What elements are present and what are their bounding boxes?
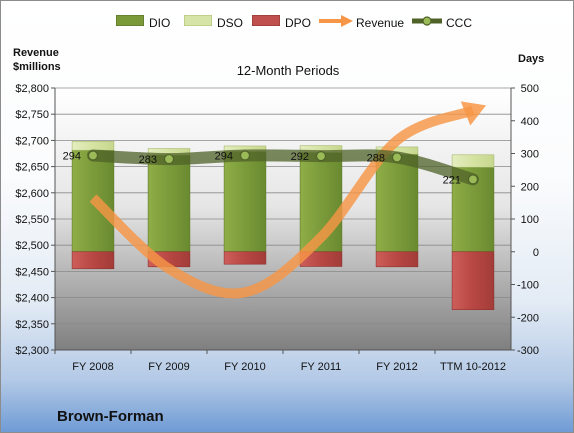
bar-dpo: [223, 251, 267, 265]
bar-dpo: [71, 251, 115, 270]
right-axis-tick-label: 200: [521, 181, 539, 193]
legend-label-dpo: DPO: [285, 16, 312, 30]
legend-swatch-dpo: [252, 15, 280, 26]
company-name: Brown-Forman: [57, 408, 164, 425]
series-line-revenue: [89, 105, 475, 299]
ccc-point: [163, 153, 175, 165]
left-axis-tick-label: $2,600: [15, 188, 49, 200]
legend-label-revenue: Revenue: [356, 16, 405, 30]
x-axis-tick-label: TTM 10-2012: [440, 361, 506, 373]
ccc-data-label: 288: [367, 152, 385, 164]
ccc-point: [87, 150, 99, 161]
left-axis-tick-label: $2,450: [15, 266, 49, 278]
ccc-point: [315, 151, 327, 162]
left-axis-tick-label: $2,800: [15, 83, 49, 95]
left-axis-tick-label: $2,700: [15, 135, 49, 147]
x-axis-tick-label: FY 2011: [301, 361, 342, 373]
left-axis-tick-label: $2,650: [15, 162, 49, 174]
right-axis-tick-label: 400: [521, 116, 539, 128]
ccc-point: [467, 174, 479, 185]
left-axis-tick-label: $2,300: [15, 345, 49, 357]
left-axis-title: Revenue $millions: [13, 46, 61, 74]
bar-dpo: [451, 251, 495, 311]
ccc-data-label: 294: [63, 150, 81, 162]
right-axis-title: Days: [518, 53, 545, 65]
x-axis-tick-label: FY 2008: [72, 361, 113, 373]
left-axis-tick-label: $2,400: [15, 293, 49, 305]
right-axis-tick-label: -300: [517, 345, 539, 357]
series-arrow-revenue: [460, 101, 487, 126]
x-axis-tick-label: FY 2009: [148, 361, 189, 373]
left-axis-tick-label: $2,750: [15, 109, 49, 121]
left-axis-title-line-1: Revenue: [13, 47, 59, 59]
legend-label-dio: DIO: [149, 16, 171, 30]
left-axis-tick-label: $2,500: [15, 240, 49, 252]
right-axis-tick-label: 100: [521, 214, 539, 226]
right-axis-tick-label: -200: [517, 312, 539, 324]
legend-label-dso: DSO: [217, 16, 244, 30]
bar-dio: [223, 151, 267, 253]
ccc-point: [239, 150, 251, 161]
bar-dso: [71, 141, 115, 151]
chart-title: 12-Month Periods: [236, 63, 340, 78]
left-axis-tick-label: $2,550: [15, 214, 49, 226]
right-axis-tick-label: 500: [521, 83, 539, 95]
right-axis-tick-label: 300: [521, 149, 539, 161]
chart-legend: DIO DSO DPO Revenue CCC: [1, 14, 573, 34]
left-axis-tick-label: $2,350: [15, 319, 49, 331]
legend-swatch-revenue: [319, 15, 353, 27]
x-axis-tick-label: FY 2010: [224, 361, 265, 373]
bar-dio: [147, 154, 191, 253]
bar-dso: [451, 154, 495, 168]
legend-swatch-dio: [116, 15, 144, 26]
ccc-data-label: 221: [443, 174, 461, 186]
legend-swatch-dso: [184, 15, 212, 26]
left-axis-title-line-2: $millions: [13, 61, 61, 73]
x-axis-tick-label: FY 2012: [376, 361, 417, 373]
legend-swatch-ccc: [412, 16, 442, 26]
series-line-ccc: [87, 149, 479, 186]
right-axis-tick-label: -100: [517, 280, 539, 292]
ccc-point: [391, 152, 403, 163]
right-axis-tick-label: 0: [533, 247, 539, 259]
legend-label-ccc: CCC: [446, 16, 472, 30]
ccc-data-label: 283: [139, 154, 157, 166]
ccc-data-label: 292: [291, 151, 309, 163]
bar-dpo: [375, 251, 419, 268]
ccc-data-label: 294: [215, 150, 233, 162]
bar-dio: [375, 153, 419, 253]
